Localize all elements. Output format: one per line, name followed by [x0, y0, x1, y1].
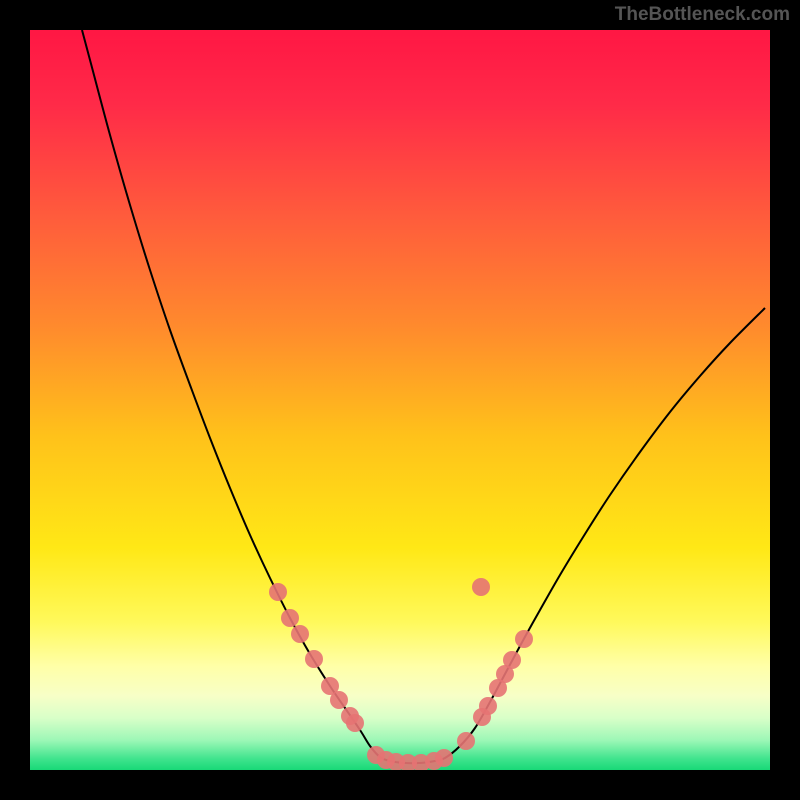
watermark-text: TheBottleneck.com — [615, 4, 790, 26]
plot-area — [30, 30, 770, 770]
marker-point — [503, 651, 521, 669]
marker-point — [281, 609, 299, 627]
marker-point — [479, 697, 497, 715]
chart-overlay — [30, 30, 770, 770]
marker-point — [330, 691, 348, 709]
marker-point — [346, 714, 364, 732]
marker-point — [457, 732, 475, 750]
scatter-markers — [269, 578, 533, 770]
v-curve — [82, 30, 765, 763]
marker-point — [305, 650, 323, 668]
marker-point — [435, 749, 453, 767]
marker-point — [515, 630, 533, 648]
marker-point — [472, 578, 490, 596]
marker-point — [291, 625, 309, 643]
marker-point — [269, 583, 287, 601]
